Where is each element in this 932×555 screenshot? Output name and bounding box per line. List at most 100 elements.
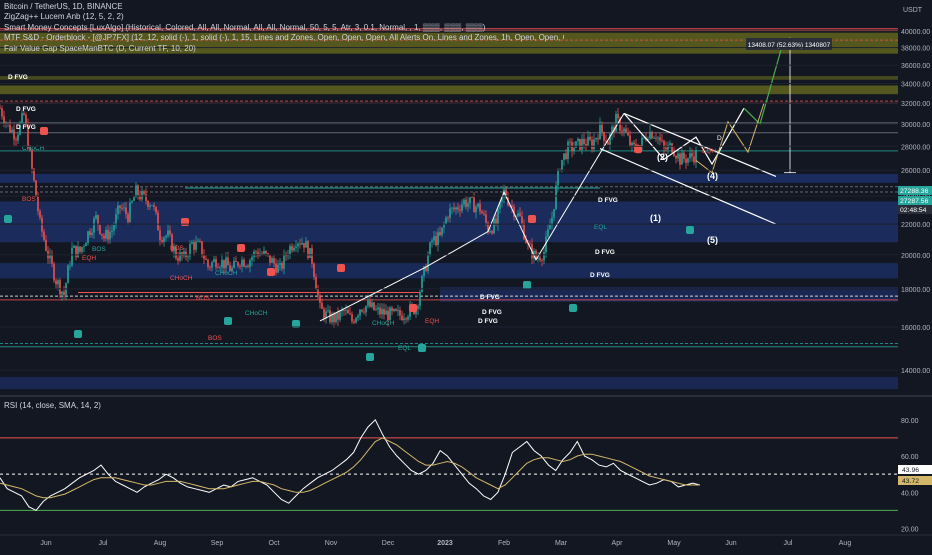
candle-body: [85, 242, 87, 247]
candle-body: [293, 247, 295, 251]
candle-body: [297, 243, 299, 247]
candle-body: [207, 259, 209, 267]
candle-body: [211, 262, 213, 268]
candle-body: [589, 136, 591, 140]
candle-body: [165, 235, 167, 238]
pivot-marker: [267, 268, 275, 276]
price-tick-label: 26000.00: [901, 168, 930, 175]
pivot-marker: [528, 215, 536, 223]
candle-body: [423, 266, 425, 276]
candle-body: [443, 223, 445, 228]
last-price-tag: 27287.56: [900, 198, 929, 205]
candle-body: [457, 207, 459, 210]
annotation-label: D FVG: [8, 74, 28, 81]
annotation-label: D FVG: [595, 249, 615, 256]
candle-body: [477, 203, 479, 207]
candle-body: [177, 258, 179, 261]
candle-body: [513, 206, 515, 218]
candle-body: [419, 291, 421, 306]
candle-body: [295, 246, 297, 248]
candle-body: [449, 208, 451, 218]
pivot-marker: [634, 145, 642, 153]
candle-body: [523, 223, 525, 240]
annotation-label: EQL: [594, 224, 607, 231]
candle-body: [307, 241, 309, 258]
candle-body: [599, 122, 601, 140]
annotation-label: D: [717, 135, 722, 142]
annotation-label: D FVG: [478, 318, 498, 325]
rsi-tick-label: 20.00: [901, 527, 919, 534]
annotation-label: (4): [707, 171, 718, 181]
candle-body: [33, 168, 35, 181]
candle-body: [689, 153, 691, 159]
candle-body: [371, 302, 373, 307]
candle-body: [67, 265, 69, 284]
candle-body: [565, 153, 567, 160]
fvg-zone-mid: [0, 85, 898, 95]
candle-body: [0, 108, 1, 110]
candle-body: [237, 262, 239, 266]
candle-body: [375, 309, 377, 311]
candle-body: [677, 153, 679, 159]
channel-bottom: [599, 148, 777, 225]
candle-body: [625, 128, 627, 133]
candle-body: [495, 218, 497, 225]
candle-body: [667, 145, 669, 150]
candle-body: [659, 137, 661, 141]
candle-body: [15, 139, 17, 141]
candle-body: [19, 122, 21, 135]
candle-body: [241, 259, 243, 267]
candle-body: [675, 156, 677, 159]
candle-body: [389, 307, 391, 321]
candle-body: [63, 291, 65, 295]
candle-body: [283, 253, 285, 269]
candle-body: [57, 280, 59, 285]
candle-body: [391, 307, 393, 311]
candle-body: [79, 246, 81, 252]
candle-body: [7, 122, 9, 124]
candle-body: [687, 158, 689, 163]
candle-body: [475, 206, 477, 213]
candle-body: [305, 241, 307, 248]
candle-body: [481, 211, 483, 214]
annotation-label: EQH: [425, 318, 439, 325]
pivot-marker: [569, 304, 577, 312]
candle-body: [633, 142, 635, 145]
candle-body: [603, 132, 605, 141]
annotation-label: BOS: [22, 196, 36, 203]
annotation-label: (5): [707, 235, 718, 245]
candle-body: [301, 242, 303, 245]
candle-body: [541, 260, 543, 261]
annotation-label: D FVG: [480, 294, 500, 301]
candle-body: [453, 207, 455, 210]
measure-label: 13408.07 (52.63%) 1340807: [748, 42, 831, 49]
candle-body: [685, 158, 687, 163]
time-tick-label: Sep: [211, 540, 224, 547]
candle-body: [401, 315, 403, 321]
candle-body: [353, 321, 355, 323]
candle-body: [289, 246, 291, 255]
candle-body: [243, 259, 245, 267]
candle-body: [145, 193, 147, 201]
candle-body: [629, 135, 631, 146]
candle-body: [479, 203, 481, 212]
candle-body: [275, 263, 277, 273]
annotation-label: CHoCH: [215, 270, 238, 277]
price-tick-label: 34000.00: [901, 82, 930, 89]
time-tick-label: Aug: [839, 540, 852, 547]
price-tick-label: 38000.00: [901, 46, 930, 53]
candle-body: [383, 309, 385, 315]
candle-body: [149, 205, 151, 207]
candle-body: [167, 230, 169, 236]
candle-body: [385, 310, 387, 315]
candle-body: [109, 231, 111, 240]
price-tick-label: 30000.00: [901, 122, 930, 129]
candle-body: [9, 123, 11, 133]
candle-body: [691, 153, 693, 157]
rsi-legend[interactable]: RSI (14, close, SMA, 14, 2): [4, 401, 101, 410]
candle-body: [363, 311, 365, 313]
candle-body: [61, 291, 63, 295]
candle-body: [347, 309, 349, 314]
candle-body: [309, 248, 311, 258]
